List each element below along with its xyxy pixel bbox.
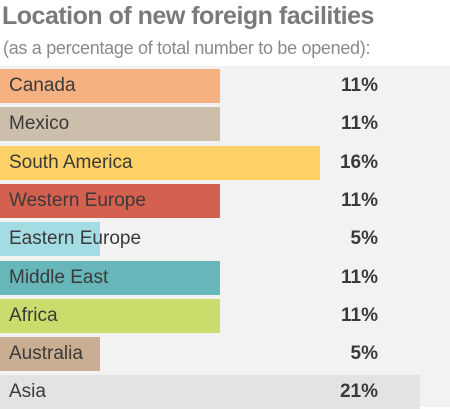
bar-row: Asia 21% [0, 375, 450, 409]
bar-value-label: 21% [339, 381, 378, 403]
bar-label: Africa [9, 304, 58, 326]
bar-label: South America [9, 151, 133, 173]
bar-value-label: 11% [341, 266, 378, 288]
bar [0, 183, 220, 218]
bar [0, 69, 220, 103]
bar-value-label: 11% [341, 75, 378, 96]
bar-value-label: 5% [350, 228, 378, 250]
bar-value-label: 11% [341, 113, 378, 135]
bar-row: Africa 11% [0, 298, 450, 333]
bar-label: Eastern Europe [9, 228, 142, 250]
bar-value-label: 16% [339, 151, 378, 173]
chart-title: Location of new foreign facilities [2, 2, 374, 30]
bar [0, 222, 100, 257]
bar-label: Western Europe [9, 189, 146, 211]
bar-label: Australia [9, 343, 83, 365]
bar [0, 260, 220, 295]
bar-row: Eastern Europe 5% [0, 222, 450, 257]
bar-row: Canada 11% [0, 69, 450, 103]
bar-value-label: 11% [341, 189, 378, 211]
bar-label: Middle East [9, 266, 109, 288]
bar [0, 107, 220, 142]
bar-row: Western Europe 11% [0, 183, 450, 218]
bar-row: Middle East 11% [0, 260, 450, 295]
bar-label: Mexico [9, 113, 70, 135]
bar-value-label: 11% [341, 304, 378, 326]
bar-row: Australia 5% [0, 337, 450, 372]
bar [0, 375, 420, 409]
bar [0, 337, 100, 372]
bar-label: Canada [9, 75, 76, 96]
chart-subtitle: (as a percentage of total number to be o… [3, 38, 371, 58]
bar-row: South America 16% [0, 145, 450, 180]
bar-label: Asia [9, 381, 46, 403]
bar-value-label: 5% [350, 343, 378, 365]
bar [0, 298, 220, 333]
bar [0, 145, 320, 180]
bar-row: Mexico 11% [0, 107, 450, 142]
